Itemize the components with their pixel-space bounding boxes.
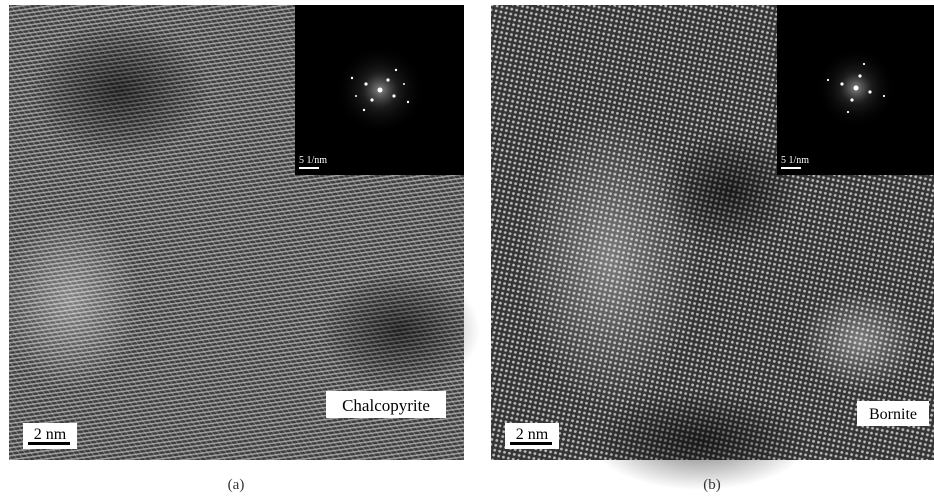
scale-bar bbox=[28, 442, 70, 445]
panel-label: (b) bbox=[703, 477, 721, 493]
contrast-region bbox=[590, 390, 810, 490]
scale-label: 2 nm bbox=[516, 426, 549, 443]
contrast-region bbox=[320, 270, 480, 390]
panel-label: (a) bbox=[228, 477, 245, 493]
material-label: Chalcopyrite bbox=[342, 396, 430, 415]
contrast-region bbox=[800, 290, 920, 390]
scale-bar bbox=[510, 442, 552, 445]
panel-b: 5 1/nm Bornite 2 nm (b) bbox=[491, 5, 934, 493]
figure: 5 1/nm Chalcopyrite 2 nm (a) 5 1/nm Born… bbox=[0, 0, 934, 498]
scale-label: 2 nm bbox=[34, 426, 67, 443]
material-label: Bornite bbox=[869, 406, 917, 423]
inset-scale-label: 5 1/nm bbox=[299, 155, 327, 166]
inset-scale-label: 5 1/nm bbox=[781, 155, 809, 166]
contrast-region bbox=[520, 110, 700, 410]
contrast-region bbox=[0, 210, 140, 390]
contrast-region bbox=[30, 20, 210, 160]
panel-a: 5 1/nm Chalcopyrite 2 nm (a) bbox=[0, 5, 480, 493]
